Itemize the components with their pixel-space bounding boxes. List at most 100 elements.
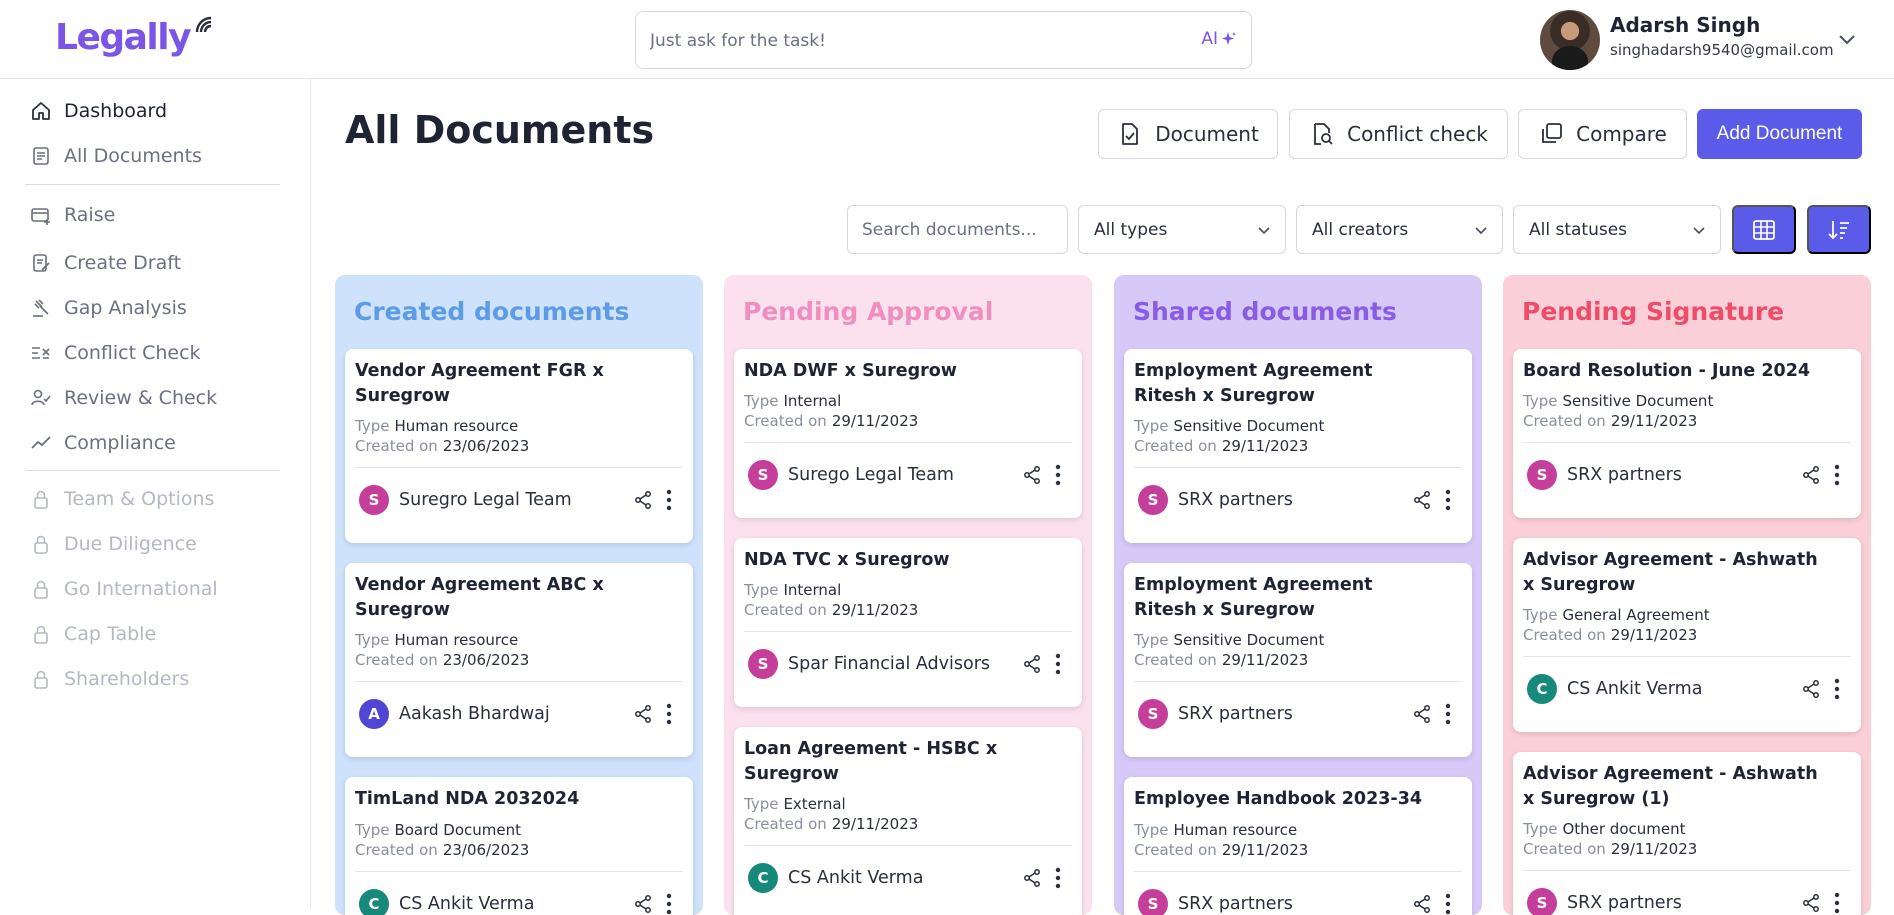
more-options-icon[interactable] xyxy=(1050,653,1066,675)
more-options-icon[interactable] xyxy=(1829,892,1845,914)
more-options-icon[interactable] xyxy=(1829,678,1845,700)
share-icon[interactable] xyxy=(1801,893,1821,913)
sidebar-item-cap-table[interactable]: Cap Table xyxy=(30,618,156,650)
card-created: Created on 29/11/2023 xyxy=(744,601,918,619)
share-icon[interactable] xyxy=(633,704,653,724)
type-filter-value: All types xyxy=(1094,219,1168,240)
document-card[interactable]: Board Resolution - June 2024 Type Sensiti… xyxy=(1513,349,1861,518)
document-card[interactable]: NDA DWF x Suregrow Type Internal Created … xyxy=(734,349,1082,518)
lock-icon xyxy=(34,490,48,509)
card-title: NDA DWF x Suregrow xyxy=(744,361,957,381)
sidebar-item-label: Review & Check xyxy=(64,387,218,409)
sidebar-item-gap-analysis[interactable]: Gap Analysis xyxy=(30,292,187,324)
document-card[interactable]: Employment Agreement Ritesh x Suregrow T… xyxy=(1124,563,1472,757)
document-card[interactable]: Loan Agreement - HSBC x Suregrow Type Ext… xyxy=(734,727,1082,915)
more-options-icon[interactable] xyxy=(661,489,677,511)
sidebar-item-compliance[interactable]: Compliance xyxy=(30,427,176,459)
user-avatar[interactable] xyxy=(1540,10,1600,70)
grid-view-button[interactable] xyxy=(1732,205,1796,254)
document-card[interactable]: Advisor Agreement - Ashwath x Suregrow T… xyxy=(1513,538,1861,732)
document-check-icon xyxy=(1122,123,1139,145)
sidebar-item-label: Team & Options xyxy=(64,488,215,510)
document-card[interactable]: Vendor Agreement FGR x Suregrow Type Huma… xyxy=(345,349,693,543)
card-type-value: Internal xyxy=(783,581,842,599)
share-icon[interactable] xyxy=(1801,679,1821,699)
card-type: Type Sensitive Document xyxy=(1523,392,1713,410)
share-icon[interactable] xyxy=(1801,465,1821,485)
document-search-input[interactable] xyxy=(862,218,1057,242)
creator-filter-select[interactable]: All creators xyxy=(1296,205,1503,254)
card-type-key: Type xyxy=(355,631,390,649)
app-logo[interactable]: Legally xyxy=(55,12,212,62)
document-search-box[interactable] xyxy=(847,205,1068,254)
ai-badge[interactable]: AI xyxy=(1201,29,1237,49)
sort-button[interactable] xyxy=(1807,205,1871,254)
share-icon[interactable] xyxy=(1412,490,1432,510)
share-icon[interactable] xyxy=(633,894,653,914)
lock-icon xyxy=(34,580,48,599)
card-title: Employment Agreement Ritesh x Suregrow xyxy=(1134,361,1373,406)
owner-name: CS Ankit Verma xyxy=(399,894,535,914)
more-options-icon[interactable] xyxy=(1050,464,1066,486)
owner-avatar: S xyxy=(359,485,389,515)
owner-avatar: S xyxy=(1138,699,1168,729)
sidebar-item-create-draft[interactable]: Create Draft xyxy=(30,247,181,279)
sidebar-item-label: Raise xyxy=(64,204,116,226)
card-owner: C CS Ankit Verma xyxy=(1527,674,1702,704)
sidebar-item-conflict-check[interactable]: Conflict Check xyxy=(30,337,201,369)
share-icon[interactable] xyxy=(1022,654,1042,674)
more-options-icon[interactable] xyxy=(1829,464,1845,486)
conflict-check-button[interactable]: Conflict check xyxy=(1289,109,1508,159)
more-options-icon[interactable] xyxy=(661,703,677,725)
owner-name: CS Ankit Verma xyxy=(1567,679,1703,699)
home-icon xyxy=(32,102,50,120)
share-icon[interactable] xyxy=(633,490,653,510)
document-card[interactable]: Vendor Agreement ABC x Suregrow Type Huma… xyxy=(345,563,693,757)
card-created: Created on 23/06/2023 xyxy=(355,651,529,669)
card-type: Type Internal xyxy=(744,392,841,410)
sidebar-item-shareholders[interactable]: Shareholders xyxy=(30,663,189,695)
share-icon[interactable] xyxy=(1412,894,1432,914)
sidebar-item-raise[interactable]: Raise xyxy=(30,199,115,231)
more-options-icon[interactable] xyxy=(1050,867,1066,889)
status-filter-select[interactable]: All statuses xyxy=(1513,205,1721,254)
more-options-icon[interactable] xyxy=(661,893,677,915)
compare-button[interactable]: Compare xyxy=(1518,109,1687,159)
share-icon[interactable] xyxy=(1412,704,1432,724)
sidebar-item-all-documents[interactable]: All Documents xyxy=(30,140,202,172)
owner-avatar: S xyxy=(1138,889,1168,915)
share-icon[interactable] xyxy=(1022,868,1042,888)
sidebar-item-team-options[interactable]: Team & Options xyxy=(30,483,214,515)
type-filter-select[interactable]: All types xyxy=(1078,205,1286,254)
top-bar: Legally AI Adarsh Singh singhadarsh9540@… xyxy=(0,0,1894,79)
document-card[interactable]: Employee Handbook 2023-34 Type Human reso… xyxy=(1124,777,1472,915)
chevron-down-icon[interactable] xyxy=(1836,28,1858,50)
more-options-icon[interactable] xyxy=(1440,703,1456,725)
card-type-value: Internal xyxy=(783,392,842,410)
more-options-icon[interactable] xyxy=(1440,489,1456,511)
document-card[interactable]: Advisor Agreement - Ashwath x Suregrow (… xyxy=(1513,752,1861,915)
owner-name: Aakash Bhardwaj xyxy=(399,704,550,724)
ai-search-input[interactable] xyxy=(650,26,1150,56)
document-button[interactable]: Document xyxy=(1098,109,1278,159)
conflict-check-button-label: Conflict check xyxy=(1347,122,1488,146)
creator-filter-value: All creators xyxy=(1312,219,1409,240)
sidebar-item-go-international[interactable]: Go International xyxy=(30,573,218,605)
lock-icon xyxy=(34,535,48,554)
document-card[interactable]: Employment Agreement Ritesh x Suregrow T… xyxy=(1124,349,1472,543)
sidebar-item-label: Go International xyxy=(64,578,218,600)
more-options-icon[interactable] xyxy=(1440,893,1456,915)
document-card[interactable]: TimLand NDA 2032024 Type Board Document C… xyxy=(345,777,693,915)
share-icon[interactable] xyxy=(1022,465,1042,485)
sidebar-item-dashboard[interactable]: Dashboard xyxy=(30,95,167,127)
card-type: Type Board Document xyxy=(355,821,521,839)
card-type-key: Type xyxy=(1523,392,1558,410)
card-created: Created on 29/11/2023 xyxy=(744,412,918,430)
card-created-key: Created on xyxy=(355,651,438,669)
add-document-button[interactable]: Add Document xyxy=(1697,109,1862,159)
owner-name: SRX partners xyxy=(1178,704,1293,724)
ai-search-box[interactable]: AI xyxy=(635,11,1252,69)
sidebar-item-due-diligence[interactable]: Due Diligence xyxy=(30,528,197,560)
document-card[interactable]: NDA TVC x Suregrow Type Internal Created … xyxy=(734,538,1082,707)
sidebar-item-review-check[interactable]: Review & Check xyxy=(30,382,217,414)
